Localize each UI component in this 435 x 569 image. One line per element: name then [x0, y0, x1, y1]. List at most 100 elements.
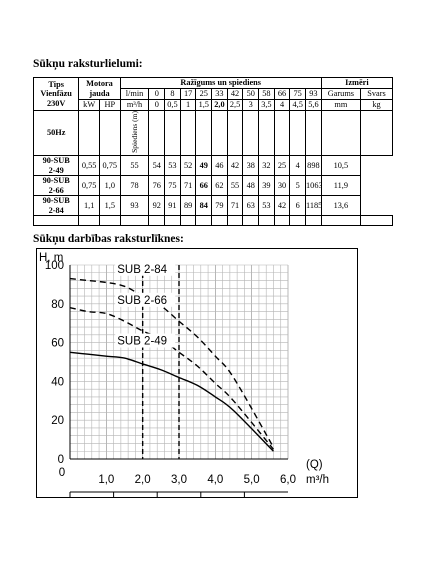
flow-m3h-3: 1,5	[195, 99, 213, 111]
head-value: 62	[211, 175, 228, 197]
series-label-bg	[115, 292, 176, 307]
x-tick-label: 5,0	[244, 474, 260, 486]
x-tick-label: 0	[59, 467, 65, 479]
model-name: 90-SUB	[42, 156, 70, 166]
model-row-name: 90-SUB 2-84	[32, 195, 80, 217]
head-value: 6	[289, 195, 307, 217]
model-variant: 2-84	[48, 205, 64, 215]
spiediens-label-cell: Spiediens (m)	[119, 109, 150, 157]
flow-lmin-1: 8	[164, 88, 181, 100]
head-value: 55	[119, 155, 150, 177]
head-value: 78	[119, 175, 150, 197]
head-value: 52	[179, 155, 197, 177]
series-label: SUB 2-66	[117, 295, 167, 307]
header-garums: Garums	[320, 88, 361, 100]
x-tick-label: 1,0	[98, 474, 114, 486]
header-type-cell: Tips Vienfāzu 230V	[32, 77, 80, 111]
series-label: SUB 2-84	[117, 264, 167, 276]
head-value: 42	[273, 195, 291, 217]
head-value: 92	[148, 195, 166, 217]
head-value: 71	[179, 175, 197, 197]
series-line	[69, 306, 275, 450]
flow-m3h-1: 0,5	[164, 99, 181, 111]
model-row-name: 90-SUB 2-66	[32, 175, 80, 197]
header-jauda: jauda	[89, 88, 110, 98]
flow-lmin-2: 17	[179, 88, 197, 100]
head-value: 84	[195, 195, 213, 217]
model-name: 90-SUB	[42, 196, 70, 206]
head-value: 79	[211, 195, 228, 217]
y-tick-label: 80	[51, 299, 64, 311]
flow-lmin-10: 93	[305, 88, 322, 100]
model-variant: 2-66	[48, 185, 64, 195]
head-value: 25	[273, 155, 291, 177]
model-name: 90-SUB	[42, 176, 70, 186]
y-tick-label: 20	[51, 415, 64, 427]
flow-m3h-7: 3,5	[258, 99, 275, 111]
head-value: 39	[258, 175, 275, 197]
flow-lmin-3: 25	[195, 88, 213, 100]
model-length: 898	[305, 155, 322, 177]
y-axis-label: H, m	[39, 252, 63, 264]
head-value: 71	[226, 195, 244, 217]
y-tick-label: 60	[51, 338, 64, 350]
model-kw: 1,1	[78, 195, 100, 217]
flow-lmin-8: 66	[273, 88, 291, 100]
x-tick-label: 6,0	[280, 474, 296, 486]
head-value: 89	[179, 195, 197, 217]
flow-m3h-8: 4	[273, 99, 291, 111]
series-label-bg	[115, 261, 176, 276]
model-hp: 1,0	[98, 175, 121, 197]
chart-section-title: Sūkņu darbības raksturlīknes:	[33, 233, 184, 245]
x-unit-label: m³/h	[306, 474, 329, 486]
model-kw: 0,75	[78, 175, 100, 197]
model-variant: 2-49	[48, 165, 64, 175]
pump-specs-table: Tips Vienfāzu 230V Motora jauda Ražīgums…	[32, 77, 394, 227]
head-value: 4	[289, 155, 307, 177]
head-value: 48	[242, 175, 260, 197]
header-vienfazu: Vienfāzu	[40, 89, 72, 99]
table-section-title: Sūkņu raksturlielumi:	[33, 58, 143, 70]
header-hp: HP	[98, 99, 121, 111]
model-row-name: 90-SUB 2-49	[32, 155, 80, 177]
header-spiediens: Spiediens (m)	[130, 111, 140, 153]
series-line	[69, 351, 274, 452]
chart-frame	[36, 248, 358, 498]
series-label-bg	[115, 333, 176, 348]
head-value: 54	[148, 155, 166, 177]
flow-lmin-7: 58	[258, 88, 275, 100]
y-tick-label: 0	[58, 454, 64, 466]
head-value: 49	[195, 155, 213, 177]
header-mm: mm	[320, 99, 361, 111]
flow-m3h-0: 0	[148, 99, 166, 111]
flow-lmin-5: 42	[226, 88, 244, 100]
header-motor-power: Motora jauda	[78, 77, 121, 100]
head-value: 5	[289, 175, 307, 197]
flow-m3h-9: 4,5	[289, 99, 307, 111]
header-razigums: Ražīgums un spiediens	[119, 77, 322, 89]
head-value: 93	[119, 195, 150, 217]
head-value: 46	[211, 155, 228, 177]
flow-lmin-9: 75	[289, 88, 307, 100]
x-axis-label: (Q)	[306, 459, 323, 471]
flow-m3h-10: 5,6	[305, 99, 322, 111]
head-value: 53	[164, 155, 181, 177]
head-value: 91	[164, 195, 181, 217]
flow-lmin-0: 0	[148, 88, 166, 100]
header-230v: 230V	[46, 98, 66, 108]
model-weight: 13,6	[320, 195, 361, 217]
x-tick-label: 3,0	[171, 474, 187, 486]
header-svars: Svars	[359, 88, 394, 100]
header-tips: Tips	[48, 79, 64, 89]
header-50hz: 50Hz	[32, 109, 80, 157]
model-weight: 10,5	[320, 155, 361, 177]
head-value: 38	[242, 155, 260, 177]
head-value: 53	[258, 195, 275, 217]
head-value: 66	[195, 175, 213, 197]
flow-m3h-6: 3	[242, 99, 260, 111]
head-value: 30	[273, 175, 291, 197]
head-value: 42	[226, 155, 244, 177]
flow-lmin-4: 33	[211, 88, 228, 100]
x-tick-label: 2,0	[135, 474, 151, 486]
